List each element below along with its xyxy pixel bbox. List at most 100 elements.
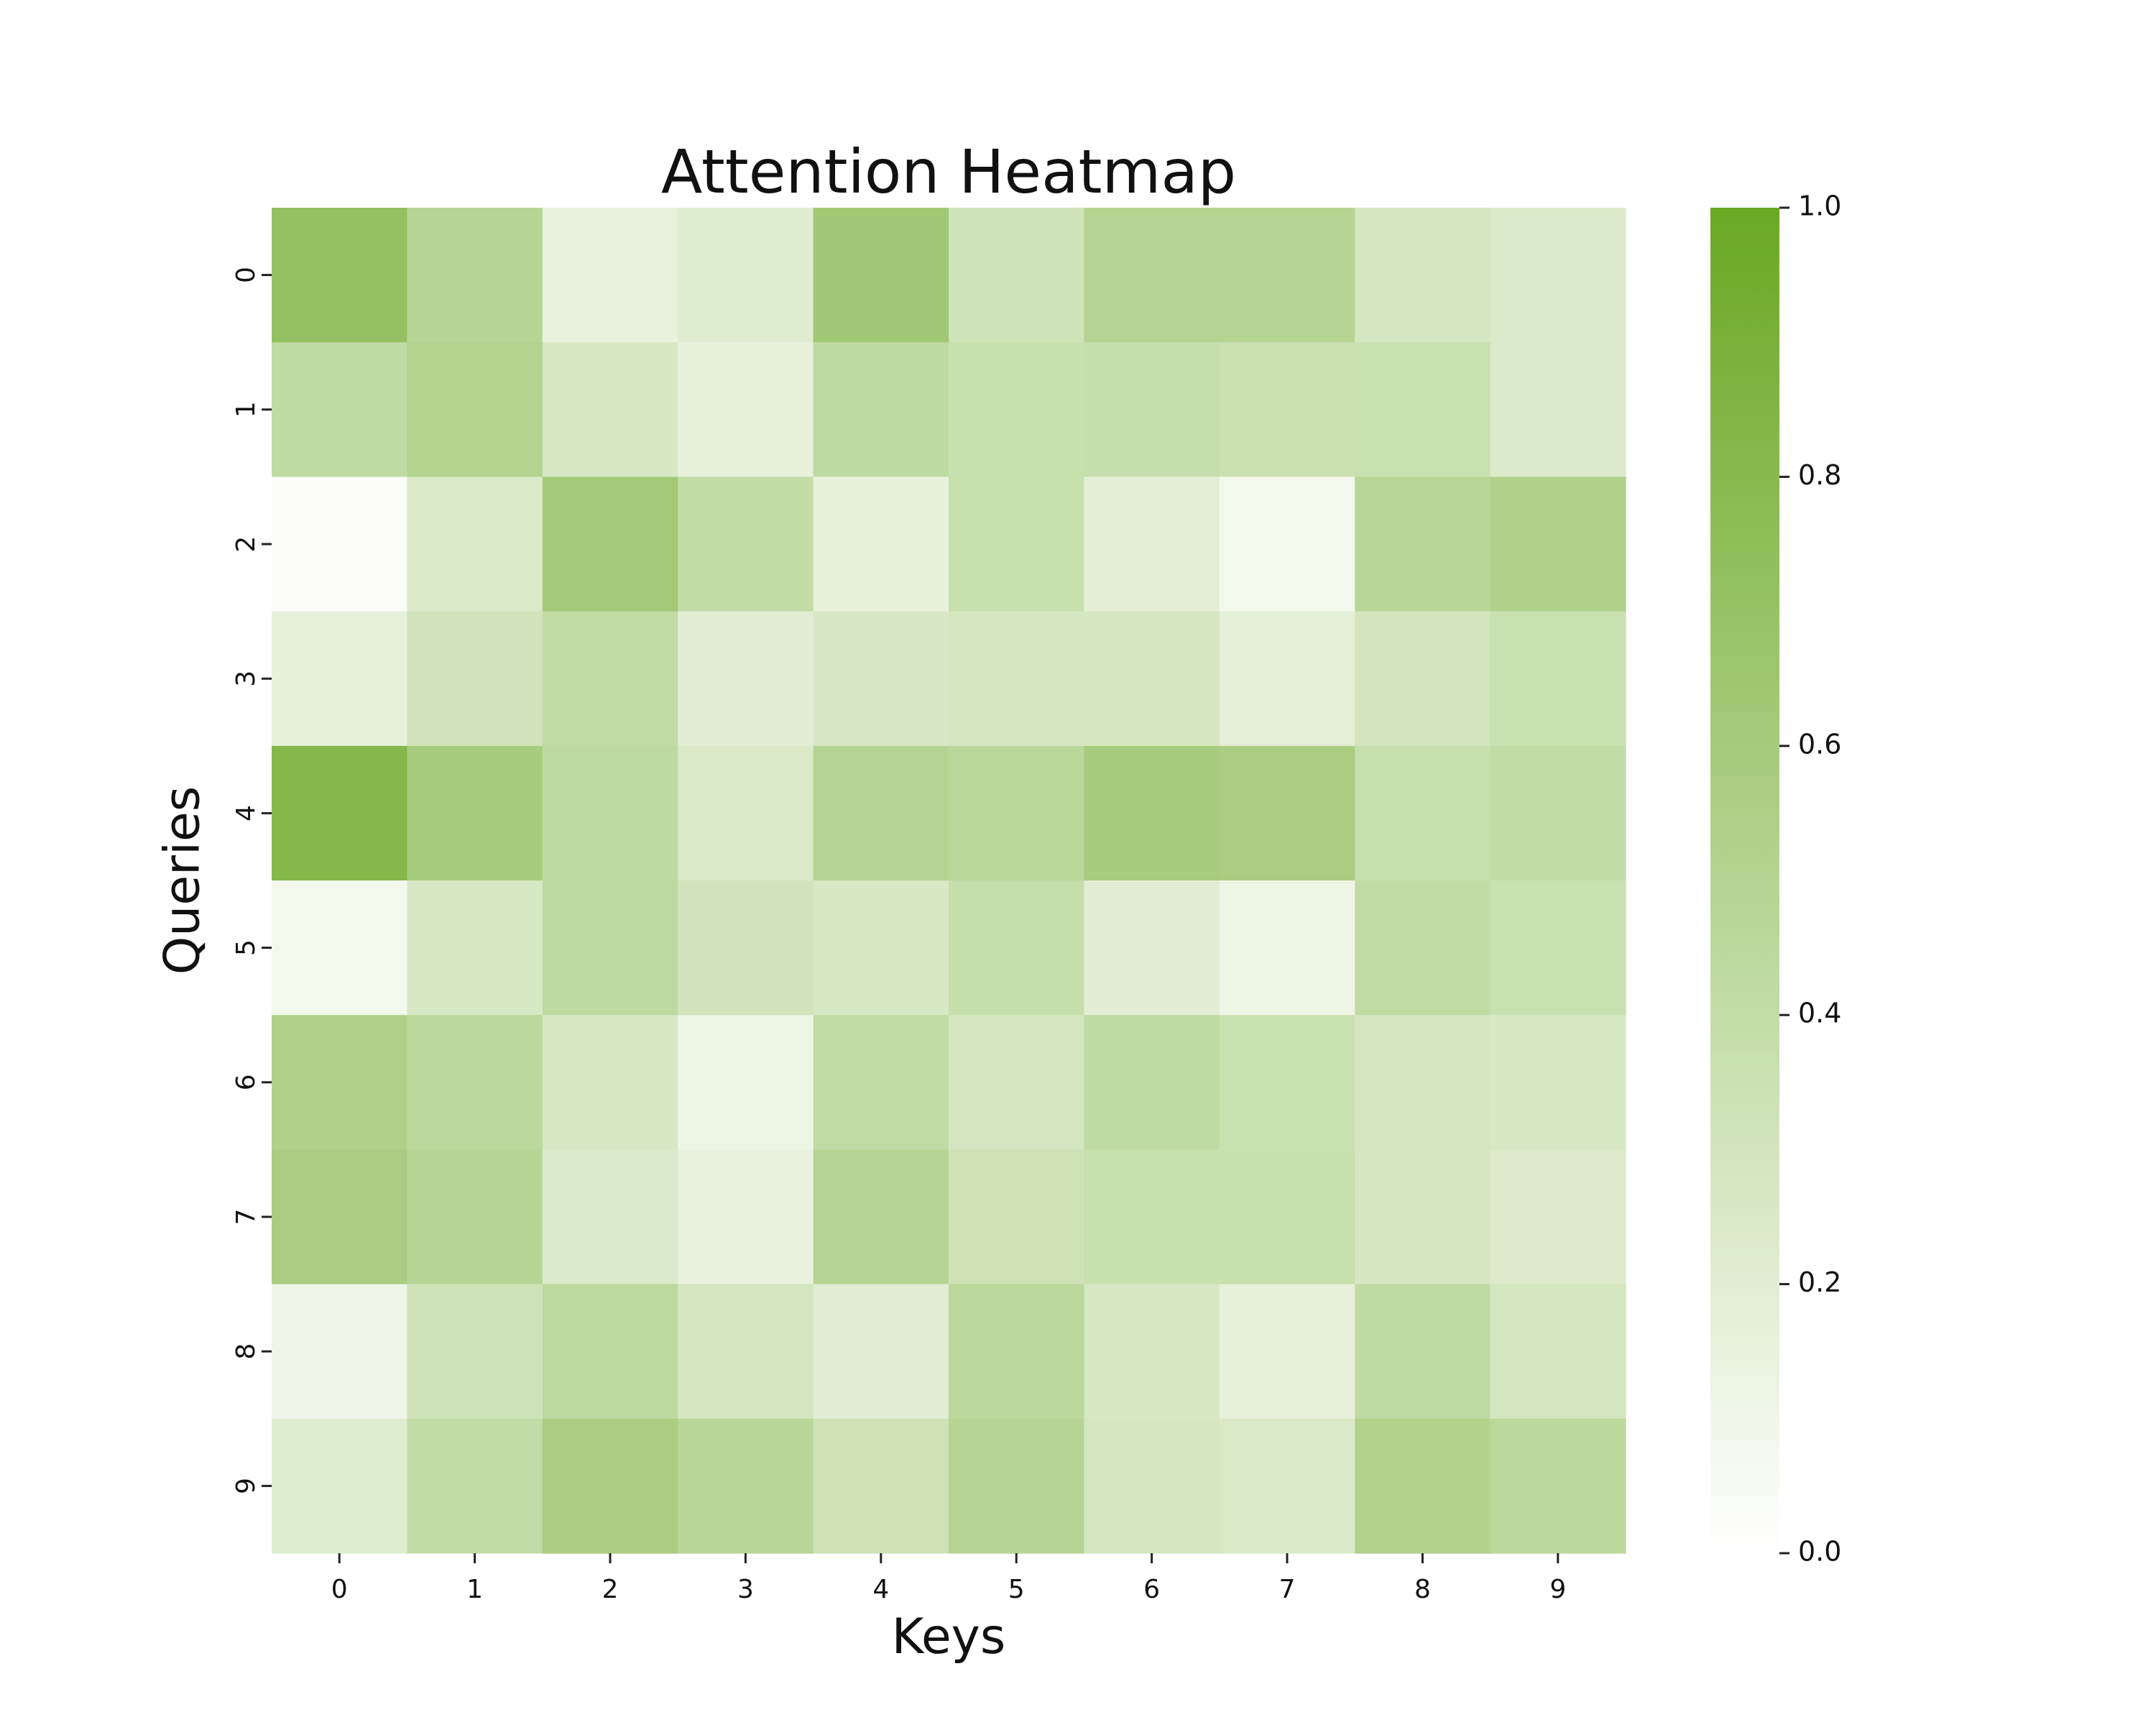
y-axis-label: Queries xyxy=(155,786,211,975)
heatmap-cell-r0-c2 xyxy=(542,208,678,343)
heatmap-cell-r8-c3 xyxy=(678,1284,814,1420)
heatmap-cell-r1-c9 xyxy=(1490,342,1626,477)
heatmap-cell-r5-c9 xyxy=(1490,880,1626,1016)
colorbar-ticks: 0.0 0.2 0.4 0.6 0.8 1.0 xyxy=(1779,190,1841,1568)
heatmap-cell-r8-c8 xyxy=(1355,1284,1491,1420)
y-tick-label: 3 xyxy=(231,671,261,687)
y-tick-label: 9 xyxy=(231,1478,261,1494)
heatmap-cell-r2-c5 xyxy=(949,477,1084,612)
colorbar xyxy=(1710,208,1779,1553)
heatmap-cell-r0-c1 xyxy=(407,208,543,343)
heatmap-cell-r1-c1 xyxy=(407,342,543,477)
heatmap-cell-r7-c0 xyxy=(272,1149,407,1285)
x-axis-label: Keys xyxy=(892,1609,1006,1665)
heatmap-cell-r9-c0 xyxy=(272,1418,407,1554)
heatmap-cell-r8-c1 xyxy=(407,1284,543,1420)
heatmap-cell-r5-c5 xyxy=(949,880,1084,1016)
heatmap-cell-r7-c8 xyxy=(1355,1149,1491,1285)
heatmap-cell-r1-c2 xyxy=(542,342,678,477)
heatmap-cell-r8-c5 xyxy=(949,1284,1084,1420)
heatmap-cell-r7-c5 xyxy=(949,1149,1084,1285)
heatmap-cell-r1-c8 xyxy=(1355,342,1491,477)
y-tick-label: 6 xyxy=(231,1074,261,1090)
heatmap-cell-r6-c5 xyxy=(949,1015,1084,1150)
heatmap-cell-r9-c3 xyxy=(678,1418,814,1554)
heatmap-cell-r3-c7 xyxy=(1219,611,1355,747)
heatmap-cell-r1-c4 xyxy=(813,342,949,477)
heatmap-cell-r5-c7 xyxy=(1219,880,1355,1016)
heatmap-cell-r5-c1 xyxy=(407,880,543,1016)
heatmap-cell-r7-c6 xyxy=(1084,1149,1220,1285)
x-axis-ticks: 0 1 2 3 4 5 6 7 8 9 xyxy=(331,1553,1566,1604)
heatmap-cell-r7-c4 xyxy=(813,1149,949,1285)
heatmap-cell-r2-c9 xyxy=(1490,477,1626,612)
heatmap-cell-r1-c7 xyxy=(1219,342,1355,477)
heatmap-cell-r9-c6 xyxy=(1084,1418,1220,1554)
heatmap-cell-r3-c5 xyxy=(949,611,1084,747)
heatmap-cell-r7-c3 xyxy=(678,1149,814,1285)
heatmap-cell-r7-c9 xyxy=(1490,1149,1626,1285)
y-tick-label: 8 xyxy=(231,1343,261,1360)
heatmap-cell-r5-c2 xyxy=(542,880,678,1016)
chart-title: Attention Heatmap xyxy=(661,137,1236,207)
y-tick-label: 1 xyxy=(231,401,261,418)
heatmap-cell-r1-c0 xyxy=(272,342,407,477)
y-tick-label: 5 xyxy=(231,939,261,956)
heatmap-cell-r4-c1 xyxy=(407,745,543,881)
heatmap-cell-r1-c5 xyxy=(949,342,1084,477)
heatmap-cell-r9-c8 xyxy=(1355,1418,1491,1554)
colorbar-tick-label: 0.8 xyxy=(1798,459,1841,491)
heatmap-cell-r4-c9 xyxy=(1490,745,1626,881)
heatmap-cell-r6-c3 xyxy=(678,1015,814,1150)
heatmap-cell-r0-c4 xyxy=(813,208,949,343)
heatmap-cell-r6-c9 xyxy=(1490,1015,1626,1150)
heatmap-cell-r8-c4 xyxy=(813,1284,949,1420)
heatmap-cell-r4-c6 xyxy=(1084,745,1220,881)
heatmap-cell-r2-c4 xyxy=(813,477,949,612)
heatmap-cell-r5-c4 xyxy=(813,880,949,1016)
heatmap-cell-r6-c6 xyxy=(1084,1015,1220,1150)
heatmap-cell-r9-c2 xyxy=(542,1418,678,1554)
heatmap-cell-r7-c2 xyxy=(542,1149,678,1285)
x-tick-label: 8 xyxy=(1414,1575,1431,1604)
colorbar-tick-label: 0.2 xyxy=(1798,1266,1841,1298)
heatmap-cell-r9-c1 xyxy=(407,1418,543,1554)
heatmap-cells xyxy=(272,208,1626,1554)
heatmap-cell-r4-c8 xyxy=(1355,745,1491,881)
colorbar-tick-label: 0.0 xyxy=(1798,1536,1841,1568)
heatmap-cell-r0-c7 xyxy=(1219,208,1355,343)
colorbar-tick-label: 0.6 xyxy=(1798,728,1841,760)
x-tick-label: 6 xyxy=(1143,1575,1160,1604)
heatmap-cell-r2-c8 xyxy=(1355,477,1491,612)
heatmap-cell-r2-c2 xyxy=(542,477,678,612)
heatmap-cell-r4-c7 xyxy=(1219,745,1355,881)
x-tick-label: 7 xyxy=(1279,1575,1296,1604)
heatmap-cell-r9-c4 xyxy=(813,1418,949,1554)
x-tick-label: 4 xyxy=(872,1575,889,1604)
colorbar-tick-label: 1.0 xyxy=(1798,190,1841,222)
heatmap-cell-r3-c8 xyxy=(1355,611,1491,747)
heatmap-cell-r1-c3 xyxy=(678,342,814,477)
heatmap-cell-r3-c2 xyxy=(542,611,678,747)
heatmap-cell-r0-c6 xyxy=(1084,208,1220,343)
x-tick-label: 9 xyxy=(1549,1575,1566,1604)
heatmap-cell-r5-c8 xyxy=(1355,880,1491,1016)
heatmap-cell-r7-c7 xyxy=(1219,1149,1355,1285)
heatmap-cell-r0-c8 xyxy=(1355,208,1491,343)
heatmap-cell-r5-c3 xyxy=(678,880,814,1016)
heatmap-cell-r3-c1 xyxy=(407,611,543,747)
heatmap-cell-r8-c6 xyxy=(1084,1284,1220,1420)
heatmap-cell-r6-c0 xyxy=(272,1015,407,1150)
y-tick-label: 7 xyxy=(231,1209,261,1225)
heatmap-cell-r9-c5 xyxy=(949,1418,1084,1554)
heatmap-cell-r6-c1 xyxy=(407,1015,543,1150)
y-axis-ticks: 0 1 2 3 4 5 6 7 8 9 xyxy=(231,267,272,1494)
y-tick-label: 4 xyxy=(231,805,261,822)
heatmap-cell-r3-c3 xyxy=(678,611,814,747)
heatmap-cell-r9-c7 xyxy=(1219,1418,1355,1554)
heatmap-cell-r5-c0 xyxy=(272,880,407,1016)
heatmap-cell-r2-c0 xyxy=(272,477,407,612)
y-tick-label: 0 xyxy=(231,267,261,283)
heatmap-cell-r2-c1 xyxy=(407,477,543,612)
heatmap-cell-r8-c9 xyxy=(1490,1284,1626,1420)
